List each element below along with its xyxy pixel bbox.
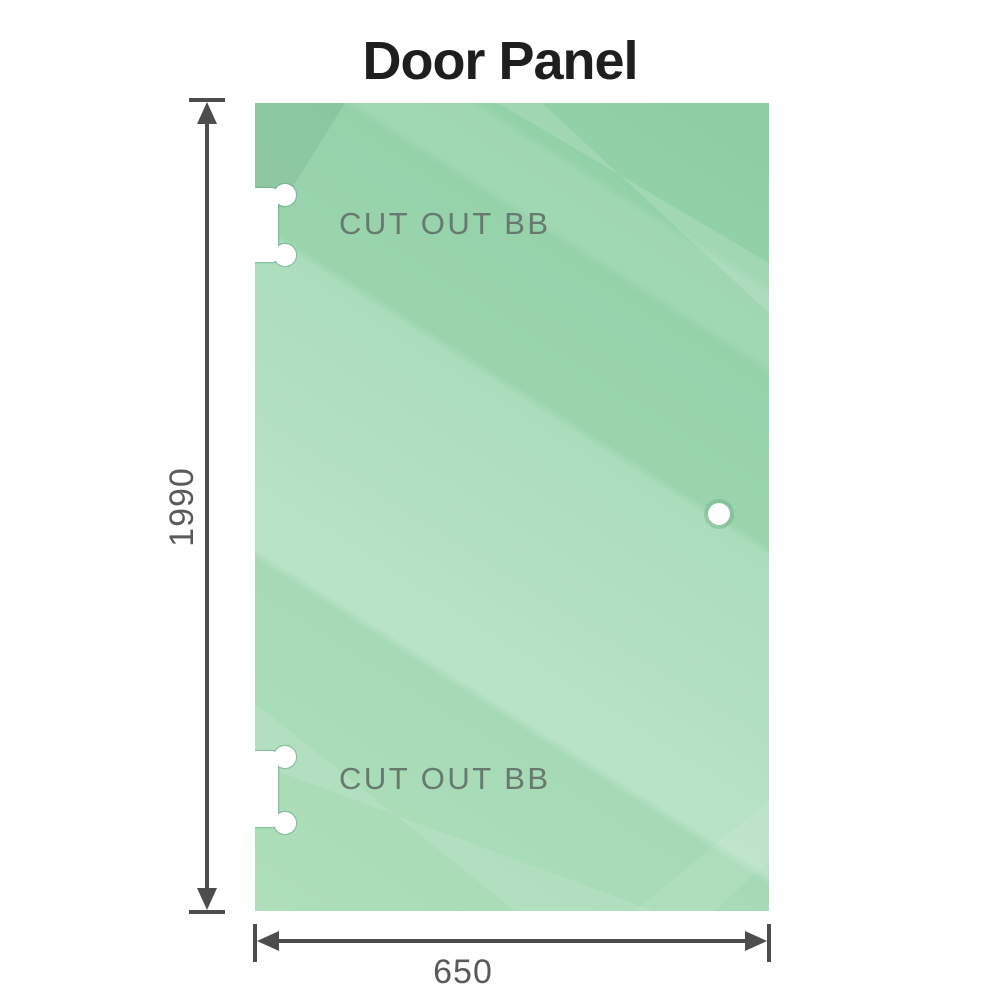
height-arrowhead-up-icon <box>197 102 217 124</box>
width-arrowhead-left-icon <box>257 931 279 951</box>
glass-panel <box>255 103 769 911</box>
height-dimension-label: 1990 <box>163 467 201 547</box>
glass-panel-body <box>255 103 769 911</box>
glass-sheen-streak-corner <box>635 800 769 911</box>
cutout-top-label: CUT OUT BB <box>339 206 551 241</box>
handle-hole <box>704 499 734 529</box>
height-dimension-arrow <box>189 98 225 914</box>
page-title: Door Panel <box>362 31 638 91</box>
handle-hole-opening <box>708 503 730 525</box>
width-dimension-arrow <box>253 924 771 962</box>
hinge-cutout-top-fill <box>255 184 296 266</box>
width-dimension-label: 650 <box>433 953 493 991</box>
cutout-bottom-label: CUT OUT BB <box>339 761 551 796</box>
hinge-cutout-bottom-fill <box>255 746 296 834</box>
width-arrowhead-right-icon <box>745 931 767 951</box>
height-arrowhead-down-icon <box>197 888 217 910</box>
